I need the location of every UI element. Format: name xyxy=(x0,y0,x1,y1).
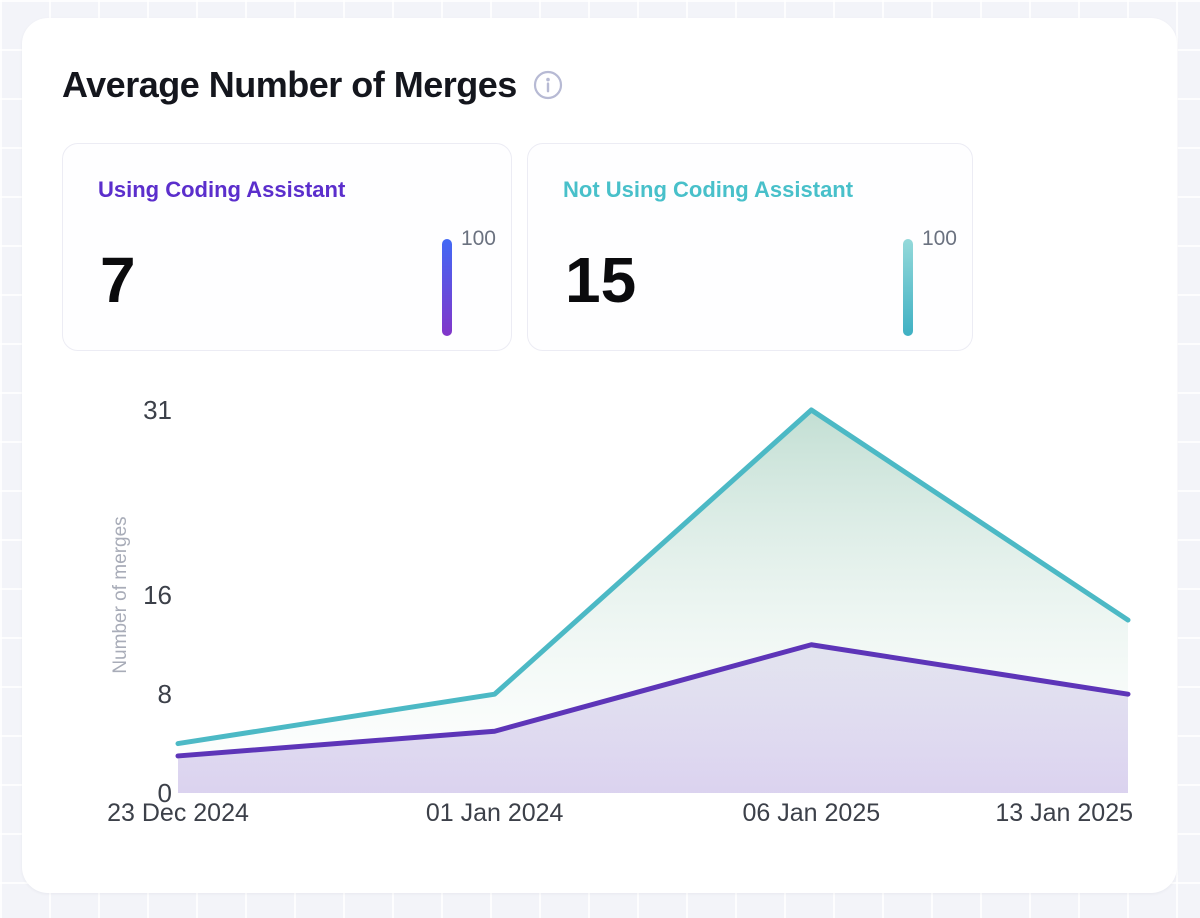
gauge-max-label: 100 xyxy=(921,227,957,250)
x-axis-label: 01 Jan 2024 xyxy=(425,799,564,827)
area-using-coding-assistant xyxy=(178,644,1128,793)
stat-card-not-using-coding-assistant: Not Using Coding Assistant 15 100 xyxy=(527,143,973,351)
gauge-max-label: 100 xyxy=(460,227,496,250)
gauge-bar xyxy=(902,239,913,336)
y-tick-label: 8 xyxy=(157,679,172,710)
stat-card-value: 15 xyxy=(565,244,637,316)
x-axis-label: 23 Dec 2024 xyxy=(107,799,249,827)
y-tick-label: 31 xyxy=(143,395,172,425)
stat-cards-row: Using Coding Assistant 7 100 Not Using C… xyxy=(62,143,973,351)
page-title: Average Number of Merges xyxy=(62,64,517,105)
line-not-using-coding-assistant xyxy=(175,407,1131,747)
line-using-coding-assistant xyxy=(175,642,1131,759)
y-axis-title: Number of merges xyxy=(110,516,131,674)
gauge: 100 xyxy=(441,227,496,336)
stat-card-title: Using Coding Assistant xyxy=(98,177,346,202)
x-axis-label: 13 Jan 2025 xyxy=(995,799,1133,827)
merges-panel: Average Number of Merges Using Coding As… xyxy=(22,18,1177,893)
info-icon[interactable] xyxy=(533,70,563,100)
y-tick-label: 16 xyxy=(143,580,172,611)
panel-header: Average Number of Merges xyxy=(62,64,563,106)
x-axis-label: 06 Jan 2025 xyxy=(742,799,881,827)
stat-card-value: 7 xyxy=(100,244,136,316)
stat-card-using-coding-assistant: Using Coding Assistant 7 100 xyxy=(62,143,512,351)
gauge-bar xyxy=(441,239,452,336)
y-tick-label: 0 xyxy=(157,778,172,808)
chart-canvas xyxy=(175,407,1131,793)
merges-area-chart: 0 8 16 31 23 Dec 2024 01 Jan 2024 06 Jan 2025 1… xyxy=(22,395,1177,855)
gauge: 100 xyxy=(902,227,957,336)
stat-card-title: Not Using Coding Assistant xyxy=(563,177,854,202)
